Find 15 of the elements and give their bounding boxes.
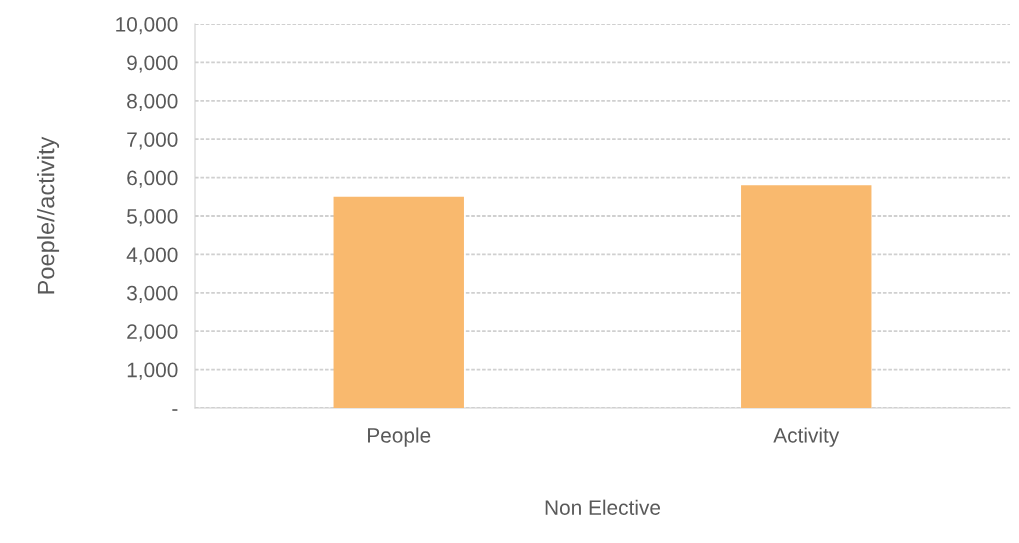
- x-tick-label: People: [368, 427, 431, 447]
- y-tick-label: 1,000: [127, 362, 178, 380]
- y-tick-label: 5,000: [127, 209, 178, 227]
- y-tick-label: 2,000: [127, 324, 178, 342]
- y-tick-label: -: [172, 409, 178, 411]
- y-axis-title: Poeple//activity: [37, 136, 60, 294]
- y-tick-label: 6,000: [127, 170, 178, 188]
- x-axis-title: Non Elective: [545, 499, 661, 515]
- y-tick-label: 3,000: [127, 285, 178, 304]
- y-tick-label: 7,000: [127, 132, 178, 150]
- y-tick-label: 8,000: [127, 93, 178, 112]
- y-tick-label: 10,000: [116, 17, 178, 35]
- x-tick-label: Activity: [773, 427, 840, 447]
- y-tick-label: 4,000: [126, 247, 178, 265]
- y-tick-label: 9,000: [127, 55, 178, 73]
